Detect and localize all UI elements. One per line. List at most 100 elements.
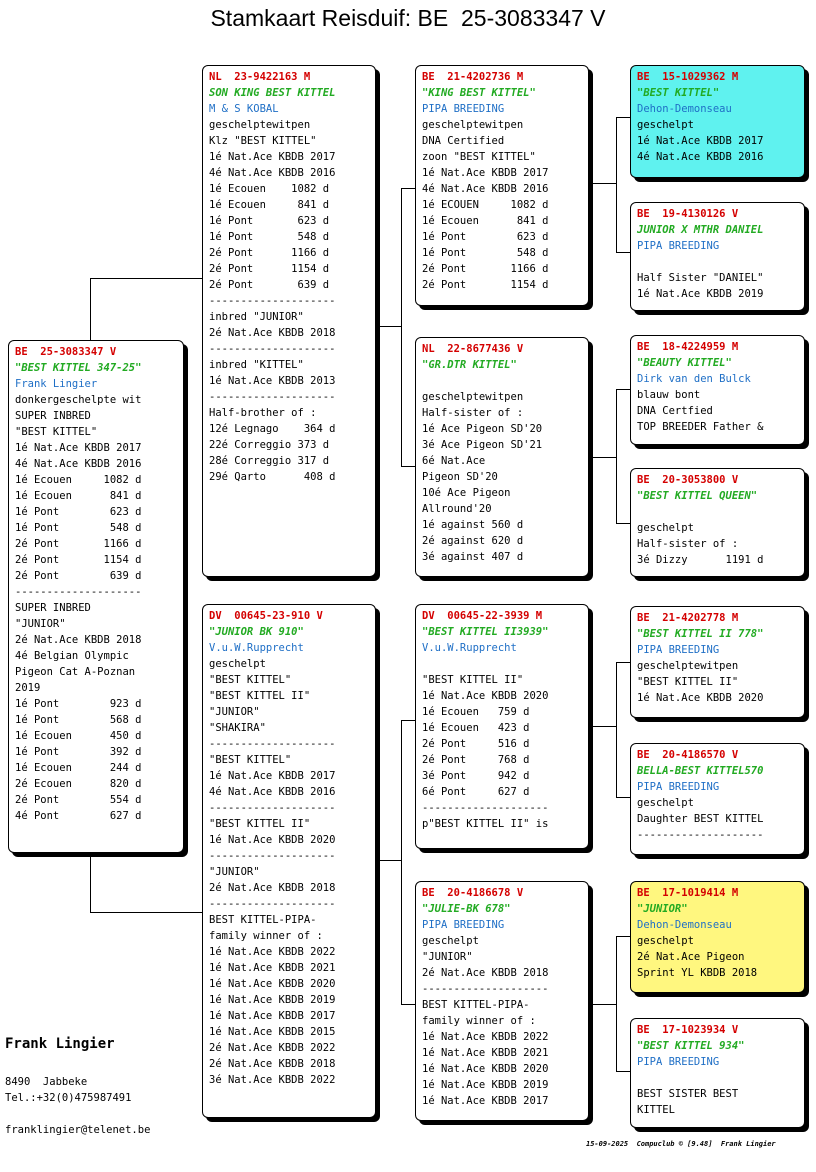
ring-number: BE 25-3083347 V	[15, 346, 117, 358]
pedigree-line: "BEST KITTEL II"	[209, 690, 311, 702]
pigeon-card-dam-dam[interactable]: BE 20-4186678 V "JULIE-BK 678" PIPA BREEDI…	[415, 881, 589, 1121]
pedigree-line: --------------------	[209, 295, 336, 307]
pedigree-line: 1é Pont 548 d	[209, 231, 330, 243]
pedigree-line: 1é Nat.Ace KBDB 2020	[637, 692, 764, 704]
pigeon-card-sire-sire-sire[interactable]: BE 15-1029362 M "BEST KITTEL" Dehon-Demons…	[630, 65, 805, 178]
connector-line	[90, 278, 204, 279]
pigeon-card-sire[interactable]: NL 23-9422163 M SON KING BEST KITTEL M & S…	[202, 65, 376, 577]
pigeon-card-dam-sire-sire[interactable]: BE 21-4202778 M "BEST KITTEL II 778" PIPA …	[630, 606, 805, 718]
pedigree-line: family winner of :	[422, 1015, 536, 1027]
pedigree-line: 4é Nat.Ace KBDB 2016	[422, 183, 549, 195]
owner-email[interactable]: franklingier@telenet.be	[5, 1124, 151, 1136]
pedigree-line: geschelpt	[637, 522, 694, 534]
pedigree-line: 4é Nat.Ace KBDB 2016	[209, 167, 336, 179]
pedigree-line: Allround'20	[422, 503, 492, 515]
pedigree-line: donkergeschelpte wit	[15, 394, 142, 406]
pedigree-line: 1é Ecouen 1082 d	[209, 183, 330, 195]
pedigree-line: 1é Pont 923 d	[15, 698, 142, 710]
connector-line	[590, 1004, 616, 1005]
connector-line	[401, 188, 417, 189]
pigeon-card-dam-dam-sire[interactable]: BE 17-1019414 M "JUNIOR" Dehon-Demonseau ge…	[630, 881, 805, 993]
pigeon-card-sire-dam-sire[interactable]: BE 18-4224959 M "BEAUTY KITTEL" Dirk van d…	[630, 335, 805, 445]
connector-line	[616, 389, 617, 523]
pigeon-name: "GR.DTR KITTEL"	[422, 359, 517, 371]
breeder-name: Frank Lingier	[15, 378, 98, 390]
pedigree-line: 2é Nat.Ace KBDB 2018	[209, 882, 336, 894]
connector-line	[378, 326, 401, 327]
pedigree-line: inbred "KITTEL"	[209, 359, 304, 371]
pigeon-card-sire-sire-dam[interactable]: BE 19-4130126 V JUNIOR X MTHR DANIEL PIPA …	[630, 202, 805, 311]
pedigree-line: 2é Nat.Ace KBDB 2018	[422, 967, 549, 979]
pedigree-line: p"BEST KITTEL II" is	[422, 818, 549, 830]
connector-line	[616, 936, 632, 937]
pigeon-name: "BEST KITTEL QUEEN"	[637, 490, 758, 502]
pedigree-line: geschelpt	[422, 935, 479, 947]
pedigree-line: 1é Nat.Ace KBDB 2022	[209, 946, 336, 958]
pedigree-line: blauw bont	[637, 389, 701, 401]
pigeon-name: "JUNIOR"	[637, 903, 688, 915]
ring-number: DV 00645-23-910 V	[209, 610, 323, 622]
pedigree-line: geschelpt	[637, 119, 694, 131]
pedigree-line: DNA Certified	[422, 135, 505, 147]
pedigree-line: 1é Nat.Ace KBDB 2020	[209, 978, 336, 990]
pigeon-card-subject[interactable]: BE 25-3083347 V "BEST KITTEL 347-25" Frank…	[8, 340, 184, 853]
pedigree-line: 2é Pont 639 d	[15, 570, 142, 582]
pedigree-line: 2019	[15, 682, 41, 694]
pigeon-card-dam-dam-dam[interactable]: BE 17-1023934 V "BEST KITTEL 934" PIPA BRE…	[630, 1018, 805, 1128]
connector-line	[401, 188, 402, 466]
pedigree-line: Pigeon SD'20	[422, 471, 498, 483]
pedigree-line: "SHAKIRA"	[209, 722, 266, 734]
pedigree-line: 1é Ecouen 841 d	[209, 199, 330, 211]
pedigree-line: 2é Nat.Ace Pigeon	[637, 951, 745, 963]
pigeon-card-sire-dam-dam[interactable]: BE 20-3053800 V "BEST KITTEL QUEEN" gesche…	[630, 468, 805, 577]
pigeon-card-dam[interactable]: DV 00645-23-910 V "JUNIOR BK 910" V.u.W.Ru…	[202, 604, 376, 1118]
pedigree-line: 2é Pont 1166 d	[209, 247, 330, 259]
pedigree-line: "BEST KITTEL II"	[422, 674, 524, 686]
pedigree-line: 1é Nat.Ace KBDB 2019	[422, 1079, 549, 1091]
pigeon-card-dam-sire[interactable]: DV 00645-22-3939 M "BEST KITTEL II3939" V.…	[415, 604, 589, 849]
pedigree-line: 2é Pont 1166 d	[422, 263, 549, 275]
ring-number: BE 17-1019414 M	[637, 887, 739, 899]
pedigree-line: 3é Ace Pigeon SD'21	[422, 439, 543, 451]
connector-line	[616, 117, 632, 118]
pedigree-line: Pigeon Cat A-Poznan	[15, 666, 136, 678]
ring-number: BE 20-4186678 V	[422, 887, 524, 899]
pigeon-name: "JULIE-BK 678"	[422, 903, 511, 915]
pedigree-line: 1é against 560 d	[422, 519, 524, 531]
pedigree-line: 2é Pont 516 d	[422, 738, 530, 750]
pedigree-line: 2é Pont 1166 d	[15, 538, 142, 550]
pedigree-line	[422, 656, 584, 672]
pedigree-line: 4é Nat.Ace KBDB 2016	[209, 786, 336, 798]
pigeon-card-dam-sire-dam[interactable]: BE 20-4186570 V BELLA-BEST KITTEL570 PIPA …	[630, 743, 805, 855]
page-title: Stamkaart Reisduif: BE 25-3083347 V	[210, 5, 606, 31]
ring-number: BE 20-3053800 V	[637, 474, 739, 486]
pedigree-line: 1é Nat.Ace KBDB 2020	[422, 690, 549, 702]
pedigree-line: TOP BREEDER Father &	[637, 421, 764, 433]
breeder-name: PIPA BREEDING	[422, 919, 505, 931]
pedigree-line: 1é Nat.Ace KBDB 2017	[209, 1010, 336, 1022]
pedigree-line: 4é Nat.Ace KBDB 2016	[15, 458, 142, 470]
pigeon-card-sire-dam[interactable]: NL 22-8677436 V "GR.DTR KITTEL" geschelpte…	[415, 337, 589, 577]
pedigree-line: 1é Pont 623 d	[209, 215, 330, 227]
owner-phone: Tel.:+32(0)475987491	[5, 1092, 132, 1104]
pedigree-line: 3é Pont 942 d	[422, 770, 530, 782]
pedigree-line: 2é Pont 1154 d	[209, 263, 330, 275]
pedigree-line: family winner of :	[209, 930, 323, 942]
pedigree-line: --------------------	[209, 850, 336, 862]
pedigree-line: 10é Ace Pigeon	[422, 487, 511, 499]
pedigree-line: 1é Ecouen 1082 d	[15, 474, 142, 486]
pigeon-name: "KING BEST KITTEL"	[422, 87, 536, 99]
ring-number: BE 15-1029362 M	[637, 71, 739, 83]
pedigree-line: 12é Legnago 364 d	[209, 423, 336, 435]
pedigree-line: 6é Nat.Ace	[422, 455, 486, 467]
ring-number: NL 22-8677436 V	[422, 343, 524, 355]
pedigree-line: 22é Correggio 373 d	[209, 439, 330, 451]
pigeon-card-sire-sire[interactable]: BE 21-4202736 M "KING BEST KITTEL" PIPA BR…	[415, 65, 589, 306]
pedigree-line: 28é Correggio 317 d	[209, 455, 330, 467]
connector-line	[616, 523, 632, 524]
pedigree-line: 1é Nat.Ace KBDB 2017	[422, 1095, 549, 1107]
owner-address: 8490 Jabbeke	[5, 1076, 88, 1088]
connector-line	[401, 720, 417, 721]
pedigree-line	[637, 254, 800, 270]
breeder-name: PIPA BREEDING	[637, 240, 720, 252]
